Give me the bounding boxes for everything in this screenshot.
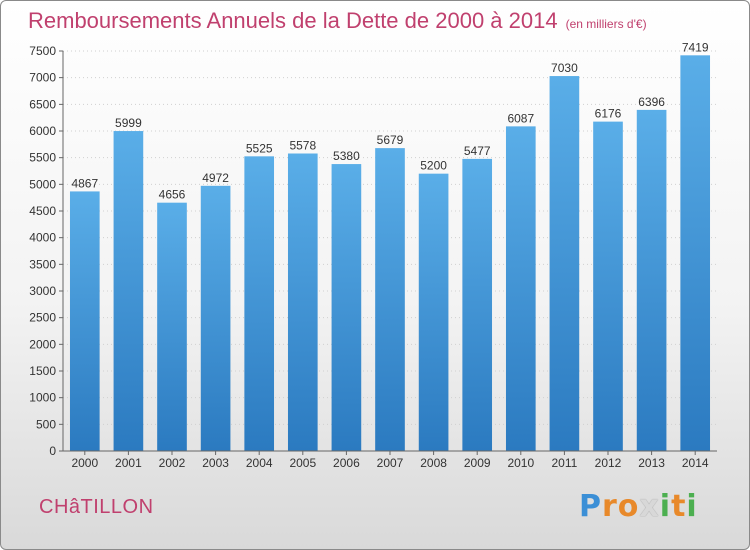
x-tick-label-2013: 2013 <box>638 456 665 470</box>
logo-letter: t <box>671 489 687 524</box>
y-tick-label: 6000 <box>29 124 56 138</box>
logo-letter: r <box>602 489 618 524</box>
bar-2005 <box>287 153 318 452</box>
x-tick-label-2010: 2010 <box>507 456 534 470</box>
y-tick-label: 4500 <box>29 204 56 218</box>
y-tick-label: 3000 <box>29 284 56 298</box>
x-tick-label-2003: 2003 <box>202 456 229 470</box>
bar-2011 <box>549 76 580 452</box>
value-label-2003: 4972 <box>202 171 229 185</box>
bar-2007 <box>375 148 405 451</box>
value-label-2006: 5380 <box>333 149 360 163</box>
bar-2004 <box>244 156 275 452</box>
x-tick-label-2004: 2004 <box>246 456 273 470</box>
value-label-2005: 5578 <box>289 139 316 153</box>
chart-title: Remboursements Annuels de la Dette de 20… <box>28 8 647 34</box>
bar-2013 <box>636 109 667 451</box>
place-name: CHâTILLON <box>39 496 154 518</box>
value-label-2010: 6087 <box>507 111 534 125</box>
bar-2002 <box>157 202 187 451</box>
y-tick-label: 5500 <box>29 151 56 165</box>
title-unit: (en milliers d'€) <box>565 17 647 31</box>
y-tick-label: 7500 <box>29 44 56 58</box>
y-tick-label: 2000 <box>29 337 56 351</box>
value-label-2013: 6396 <box>638 95 665 109</box>
x-tick-label-2014: 2014 <box>682 456 709 470</box>
x-tick-label-2008: 2008 <box>420 456 447 470</box>
y-tick-label: 2500 <box>29 311 56 325</box>
bar-2010 <box>505 126 536 452</box>
proxiti-logo: Proxiti <box>579 489 698 524</box>
y-tick-label: 3500 <box>29 257 56 271</box>
y-tick-label: 1500 <box>29 364 56 378</box>
value-label-2012: 6176 <box>595 107 622 121</box>
y-tick-label: 500 <box>36 417 56 431</box>
x-tick-label-2011: 2011 <box>551 456 577 470</box>
x-tick-label-2012: 2012 <box>595 456 622 470</box>
value-label-2011: 7030 <box>551 61 578 75</box>
logo-letter: x <box>639 489 660 524</box>
value-label-2009: 5477 <box>464 144 491 158</box>
y-tick-label: 0 <box>49 444 56 458</box>
bar-2012 <box>593 121 623 451</box>
value-label-2007: 5679 <box>377 133 404 147</box>
bar-2003 <box>200 185 231 451</box>
bar-2006 <box>331 164 362 452</box>
logo-letter: P <box>579 489 602 524</box>
x-tick-label-2002: 2002 <box>159 456 186 470</box>
value-label-2000: 4867 <box>71 176 98 190</box>
y-tick-label: 6500 <box>29 97 56 111</box>
bar-2000 <box>69 191 100 451</box>
y-tick-label: 5000 <box>29 177 56 191</box>
bar-2014 <box>680 55 711 451</box>
value-label-2001: 5999 <box>115 116 142 130</box>
value-label-2004: 5525 <box>246 141 273 155</box>
y-tick-label: 1000 <box>29 391 56 405</box>
value-label-2014: 7419 <box>682 40 709 54</box>
title-text: Remboursements Annuels de la Dette de 20… <box>28 8 558 33</box>
logo-letter: i <box>659 489 672 524</box>
y-tick-label: 7000 <box>29 71 56 85</box>
logo-letter: o <box>617 489 640 524</box>
x-tick-label-2005: 2005 <box>289 456 316 470</box>
bar-2009 <box>462 158 493 452</box>
logo-letter: i <box>686 489 698 524</box>
value-label-2002: 4656 <box>159 188 186 202</box>
x-tick-label-2000: 2000 <box>71 456 98 470</box>
x-tick-label-2006: 2006 <box>333 456 360 470</box>
x-tick-label-2009: 2009 <box>464 456 491 470</box>
y-tick-label: 4000 <box>29 231 56 245</box>
x-tick-label-2001: 2001 <box>115 456 142 470</box>
bar-2008 <box>418 173 449 451</box>
bar-2001 <box>113 131 144 451</box>
x-tick-label-2007: 2007 <box>377 456 404 470</box>
value-label-2008: 5200 <box>420 159 447 173</box>
